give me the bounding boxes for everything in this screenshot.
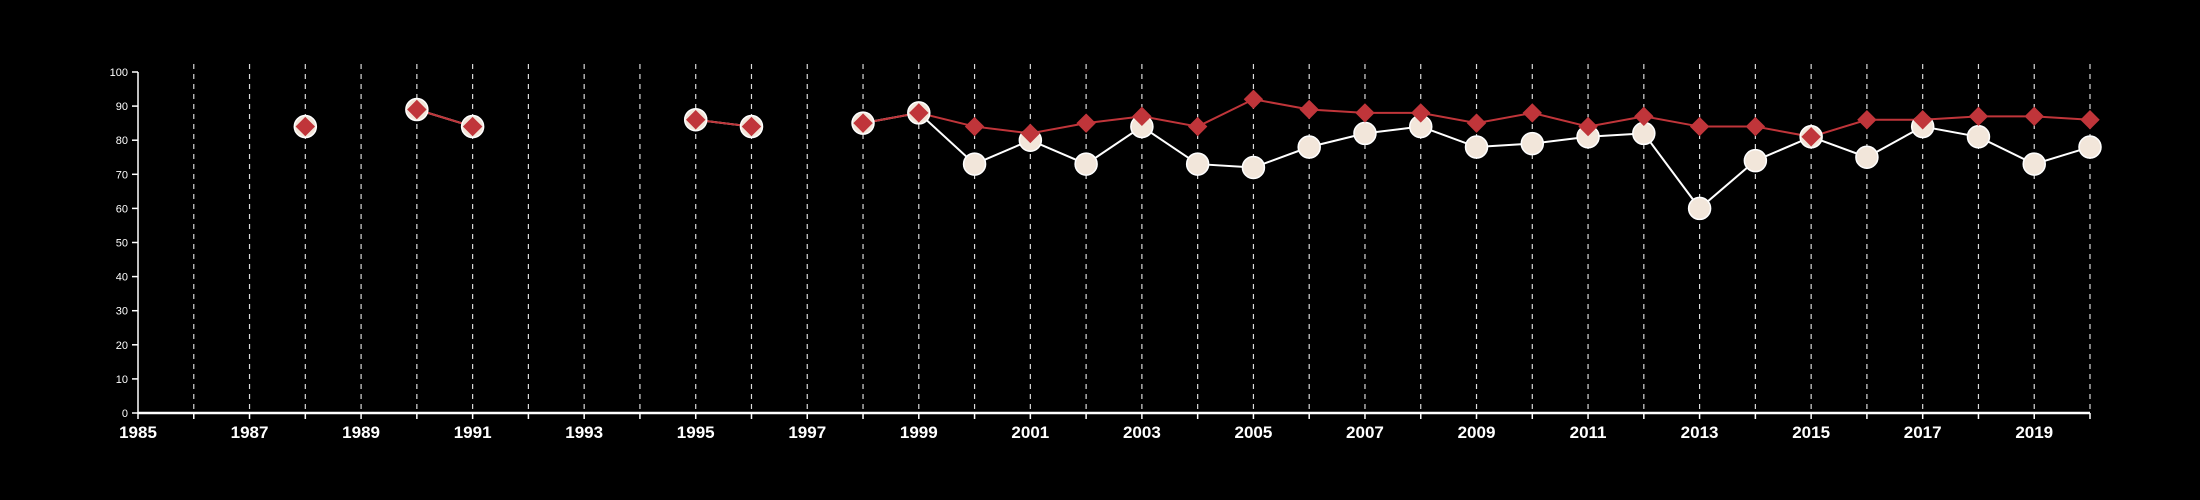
x-tick-label-2017: 2017 (1904, 423, 1942, 442)
x-tick-label-2003: 2003 (1123, 423, 1161, 442)
y-tick-label-40: 40 (116, 272, 128, 284)
x-tick-label-1997: 1997 (788, 423, 826, 442)
series-1-point-2016 (1855, 145, 1879, 169)
y-tick-label-100: 100 (110, 67, 128, 79)
series-2-point-2007 (1355, 103, 1375, 123)
series-2-point-2002 (1076, 113, 1096, 133)
series-2-point-2011 (1578, 116, 1598, 137)
y-tick-label-50: 50 (116, 238, 128, 250)
series-2-point-2001 (1020, 123, 1041, 144)
series-2-point-2012 (1634, 106, 1654, 127)
x-tick-label-2007: 2007 (1346, 423, 1384, 442)
series-1-point-2005 (1241, 155, 1266, 180)
y-tick-label-30: 30 (116, 306, 128, 318)
y-tick-label-10: 10 (116, 374, 128, 386)
x-tick-label-2001: 2001 (1011, 423, 1049, 442)
series-2-point-2014 (1745, 116, 1766, 137)
y-tick-label-70: 70 (116, 169, 128, 181)
x-tick-label-2019: 2019 (2015, 423, 2053, 442)
series-2-point-2004 (1187, 116, 1208, 137)
series-2-point-2009 (1466, 113, 1487, 133)
series-1-point-2010 (1520, 131, 1545, 156)
x-tick-label-2011: 2011 (1570, 423, 1607, 442)
series-2-point-1990 (407, 99, 427, 120)
series-2-point-1988 (295, 116, 316, 137)
x-tick-label-2005: 2005 (1235, 423, 1273, 442)
series-2-point-2013 (1689, 116, 1710, 137)
x-tick-label-2009: 2009 (1458, 423, 1496, 442)
data-series (293, 89, 2102, 221)
series-2-point-2000 (964, 116, 985, 137)
series-2-point-2015 (1801, 127, 1821, 147)
y-tick-label-80: 80 (116, 135, 128, 147)
series-1-point-2002 (1074, 152, 1098, 176)
y-tick-label-0: 0 (122, 408, 128, 420)
series-1-point-2006 (1297, 135, 1321, 159)
series-2-point-1995 (686, 110, 706, 130)
series-1-point-2013 (1687, 196, 1712, 221)
series-2-point-2008 (1411, 103, 1431, 123)
x-tick-label-1987: 1987 (231, 423, 269, 442)
axes: 0 10 20 30 40 50 60 70 80 90 100 1985 1987 1989 1991 19… (110, 67, 2091, 442)
series-2-point-2003 (1132, 106, 1152, 127)
grid-lines (193, 64, 2091, 413)
series-2-point-2020 (2080, 110, 2100, 130)
series-1-point-2004 (1185, 152, 1210, 176)
series-2-point-2019 (2024, 106, 2044, 127)
series-2-point-1991 (462, 116, 483, 137)
series-2-point-2017 (1912, 110, 1933, 130)
series-1-point-2019 (2022, 152, 2046, 176)
x-tick-label-1995: 1995 (677, 423, 715, 442)
series-2-point-1999 (909, 103, 929, 123)
x-tick-label-1993: 1993 (565, 423, 603, 442)
series-2-point-2006 (1299, 99, 1319, 120)
series-1-point-2007 (1353, 121, 1377, 146)
x-tick-label-1999: 1999 (900, 423, 938, 442)
x-tick-label-1991: 1991 (454, 423, 492, 442)
series-1-point-2009 (1464, 135, 1489, 159)
series-1-point-2020 (2078, 135, 2102, 159)
series-2-point-2016 (1857, 110, 1877, 130)
series-2-point-2010 (1522, 103, 1542, 123)
series-1-point-2000 (962, 152, 987, 176)
y-tick-label-90: 90 (116, 101, 128, 113)
x-tick-label-2015: 2015 (1792, 423, 1830, 442)
y-tick-label-60: 60 (116, 203, 128, 215)
x-tick-label-2013: 2013 (1681, 423, 1719, 442)
y-tick-label-20: 20 (116, 340, 128, 352)
series-1-point-2014 (1743, 148, 1768, 173)
series-2-point-2005 (1243, 89, 1264, 109)
series-1-point-2018 (1966, 125, 1991, 149)
series-2-point-2018 (1968, 106, 1989, 127)
series-2-point-1998 (853, 113, 873, 133)
x-tick-label-1985: 1985 (119, 423, 157, 442)
x-tick-label-1989: 1989 (342, 423, 380, 442)
series-2-point-1996 (741, 116, 762, 137)
